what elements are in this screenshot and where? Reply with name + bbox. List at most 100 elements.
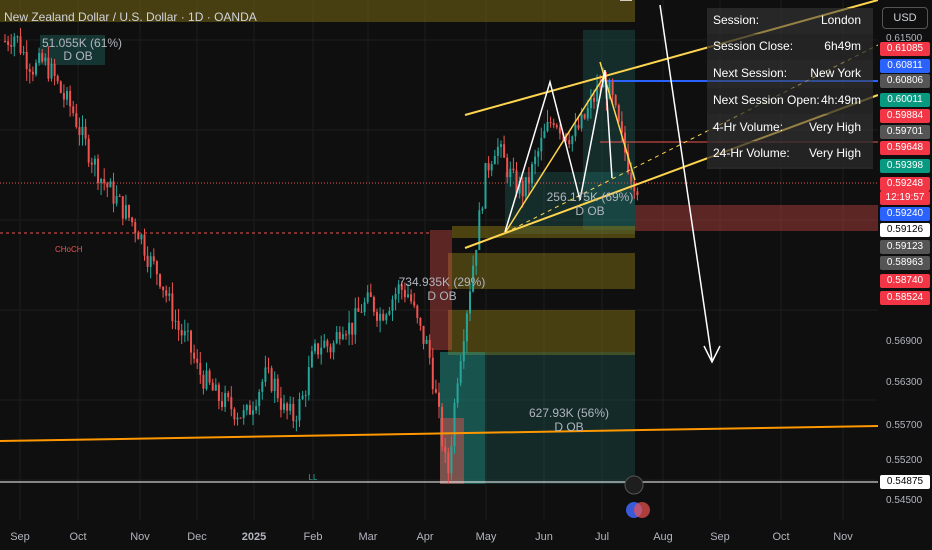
candle-body bbox=[258, 391, 261, 407]
candle-body bbox=[481, 208, 484, 211]
candle-body bbox=[286, 403, 289, 411]
candle-body bbox=[289, 403, 292, 411]
next-session-value: New York bbox=[810, 66, 861, 80]
candle-body bbox=[248, 405, 251, 415]
candle-body bbox=[72, 106, 75, 114]
candle-body bbox=[363, 302, 366, 313]
x-tick-label: Sep bbox=[710, 531, 730, 543]
candle-body bbox=[168, 293, 171, 296]
chart-title: New Zealand Dollar / U.S. Dollar · 1D · … bbox=[4, 10, 257, 24]
price-tag: 0.58524 bbox=[880, 291, 930, 305]
candle-body bbox=[28, 69, 31, 72]
candle-body bbox=[165, 290, 168, 296]
candle-body bbox=[388, 310, 391, 315]
candle-body bbox=[221, 401, 223, 408]
y-tick-label: 0.55700 bbox=[886, 420, 923, 431]
chart-annotation: 256.175K (69%) bbox=[547, 190, 634, 204]
candle-body bbox=[295, 420, 298, 422]
ob-zone-top bbox=[0, 0, 635, 22]
candle-body bbox=[128, 205, 130, 218]
candle-body bbox=[428, 339, 431, 358]
candle-body bbox=[25, 51, 28, 70]
x-tick-label: Jul bbox=[595, 531, 609, 543]
candle-body bbox=[270, 368, 273, 392]
price-tag: 0.59701 bbox=[880, 125, 930, 139]
candle-body bbox=[478, 210, 481, 250]
candle-body bbox=[348, 322, 351, 335]
candle-body bbox=[35, 62, 37, 75]
candle-body bbox=[341, 334, 344, 340]
candle-body bbox=[205, 370, 208, 389]
candle-body bbox=[87, 138, 90, 163]
candle-body bbox=[394, 293, 397, 300]
ob-zone-right-red bbox=[635, 205, 878, 231]
candle-body bbox=[4, 41, 6, 43]
candle-body bbox=[599, 85, 602, 88]
candle-body bbox=[53, 63, 56, 76]
price-tag: 0.59123 bbox=[880, 240, 930, 254]
candle-body bbox=[496, 146, 499, 156]
candle-body bbox=[90, 162, 93, 165]
candle-body bbox=[425, 339, 428, 344]
candle-body bbox=[140, 234, 143, 240]
candle-body bbox=[577, 124, 580, 129]
candle-body bbox=[472, 265, 475, 292]
x-tick-label: Nov bbox=[130, 531, 150, 543]
candle-body bbox=[422, 325, 425, 344]
support-trendline bbox=[0, 425, 879, 442]
x-tick-label: Sep bbox=[10, 531, 30, 543]
next-session-row: Next Session: New York bbox=[707, 61, 873, 87]
candle-body bbox=[552, 123, 555, 126]
candle-body bbox=[419, 317, 422, 326]
candle-body bbox=[500, 144, 502, 147]
candle-body bbox=[620, 121, 623, 133]
candle-body bbox=[391, 299, 394, 311]
candle-body bbox=[236, 417, 239, 420]
currency-button[interactable]: USD bbox=[882, 7, 928, 29]
candle-body bbox=[360, 311, 363, 313]
candle-body bbox=[326, 340, 329, 347]
twentyfour-hr-volume-key: 24-Hr Volume: bbox=[713, 146, 790, 160]
candle-body bbox=[329, 346, 332, 353]
candle-body bbox=[555, 125, 558, 128]
candle-body bbox=[589, 97, 592, 109]
candle-body bbox=[78, 127, 81, 136]
candle-body bbox=[540, 137, 543, 152]
candle-body bbox=[276, 378, 279, 399]
candle-body bbox=[239, 417, 242, 419]
candle-body bbox=[403, 289, 406, 298]
candle-body bbox=[462, 341, 465, 362]
session-close-row: Session Close: 6h49m bbox=[707, 34, 873, 60]
x-tick-label: 2025 bbox=[242, 531, 266, 543]
candle-body bbox=[379, 313, 382, 321]
candle-body bbox=[190, 330, 192, 353]
candle-body bbox=[407, 294, 409, 298]
candle-body bbox=[372, 296, 375, 312]
candle-body bbox=[614, 95, 617, 106]
candle-body bbox=[84, 126, 87, 139]
candle-body bbox=[41, 53, 44, 62]
candle-body bbox=[131, 217, 134, 223]
candle-body bbox=[490, 164, 493, 171]
x-tick-label: Nov bbox=[833, 531, 853, 543]
chart-annotation: D OB bbox=[575, 204, 604, 218]
candle-body bbox=[50, 63, 53, 79]
candle-body bbox=[357, 308, 360, 312]
candle-body bbox=[152, 256, 155, 262]
chart-annotation: D OB bbox=[554, 420, 583, 434]
flag-icon bbox=[634, 502, 650, 518]
candle-body bbox=[503, 144, 506, 158]
candle-body bbox=[56, 75, 59, 82]
four-hr-volume-value: Very High bbox=[808, 120, 861, 134]
candle-body bbox=[469, 291, 471, 314]
chart-annotation: LL bbox=[309, 473, 318, 482]
candle-body bbox=[633, 181, 636, 192]
y-tick-label: 0.55200 bbox=[886, 455, 923, 466]
candle-body bbox=[314, 343, 316, 352]
next-session-key: Next Session: bbox=[713, 66, 788, 80]
x-tick-label: Dec bbox=[187, 531, 207, 543]
candle-body bbox=[332, 343, 335, 353]
candle-body bbox=[211, 382, 214, 391]
candle-body bbox=[444, 446, 447, 453]
price-tag: 0.59240 bbox=[880, 207, 930, 221]
